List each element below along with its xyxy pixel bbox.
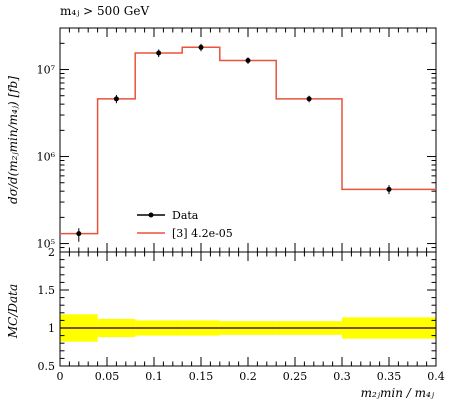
- legend-data-marker: [148, 212, 154, 218]
- x-tick-label: 0: [57, 370, 64, 383]
- x-tick-label: 0.25: [283, 370, 308, 383]
- ratio-y-tick-label: 1.5: [38, 284, 56, 297]
- x-tick-label: 0.35: [377, 370, 402, 383]
- chart-title: m₄ⱼ > 500 GeV: [60, 4, 149, 18]
- x-tick-label: 0.1: [145, 370, 163, 383]
- data-point: [76, 231, 82, 237]
- data-point: [198, 44, 204, 50]
- mc-step-line: [60, 46, 436, 235]
- main-y-tick-label: 10⁷: [37, 64, 56, 77]
- legend-mc-label: [3] 4.2e-05: [172, 227, 233, 240]
- data-point: [156, 50, 162, 56]
- data-point: [306, 96, 312, 102]
- main-y-axis-label: dσ/d(m₂ⱼmin/m₄ⱼ) [fb]: [6, 76, 20, 204]
- legend-data-label: Data: [172, 209, 199, 222]
- data-point: [113, 96, 119, 102]
- x-tick-label: 0.4: [427, 370, 445, 383]
- ratio-y-tick-label: 1: [48, 322, 55, 335]
- data-point: [386, 186, 392, 192]
- main-y-tick-label: 10⁵: [37, 238, 55, 251]
- x-tick-label: 0.15: [189, 370, 214, 383]
- x-tick-label: 0.05: [95, 370, 120, 383]
- ratio-plot-frame: [59, 251, 437, 367]
- data-point: [245, 57, 251, 63]
- x-axis-label: m₂ⱼmin / m₄ⱼ: [361, 386, 435, 400]
- x-tick-label: 0.2: [239, 370, 257, 383]
- main-y-tick-label: 10⁶: [37, 151, 56, 164]
- x-tick-label: 0.3: [333, 370, 351, 383]
- ratio-y-tick-label: 0.5: [38, 360, 56, 373]
- ratio-y-axis-label: MC/Data: [6, 284, 20, 339]
- ratio-panel: 0.5 1 1.5 2 0 0.05 0.1 0.15 0.2 0.25 0.3 0.35 0.4: [38, 246, 445, 383]
- ratio-y-tick-label: 2: [48, 246, 55, 259]
- main-panel: 10⁵ 10⁶ 10⁷ Data [3] 4.2e-05: [37, 27, 437, 253]
